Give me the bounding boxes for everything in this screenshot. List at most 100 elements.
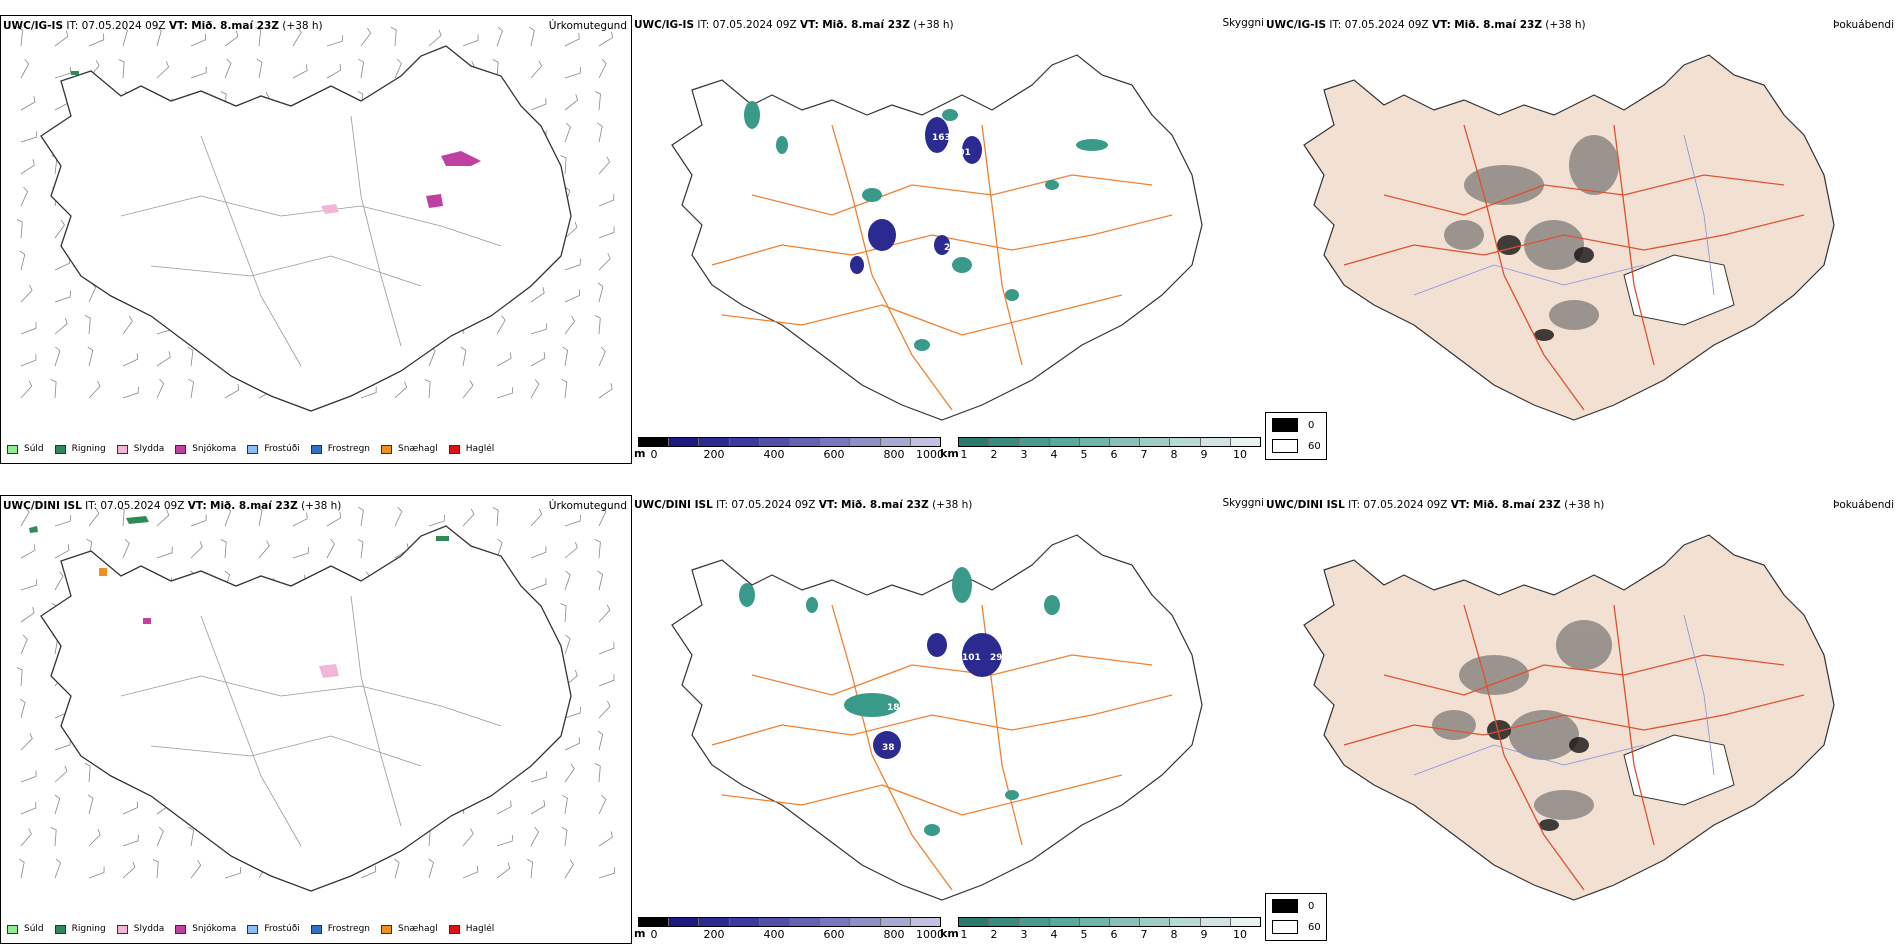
- wind-barb: [496, 315, 506, 335]
- fog-legend-item: 60: [1272, 920, 1321, 934]
- wind-barb: [292, 64, 308, 79]
- iceland-map-wind-barbs-bottom: [16, 506, 616, 892]
- wind-barb: [560, 155, 567, 175]
- wind-barb: [598, 31, 614, 47]
- wind-barb: [224, 867, 242, 879]
- wind-barb: [156, 351, 171, 367]
- wind-barb: [462, 34, 479, 47]
- colorbar-cells: [638, 437, 941, 447]
- wind-barb: [156, 378, 165, 399]
- wind-barb: [156, 26, 162, 47]
- wind-barb: [224, 506, 232, 527]
- wind-barb: [496, 862, 511, 879]
- wind-barb: [562, 794, 568, 815]
- wind-barb: [390, 27, 397, 47]
- wind-barb: [598, 794, 607, 815]
- wind-barb: [394, 381, 408, 399]
- wind-barb: [428, 514, 445, 527]
- wind-barb: [188, 378, 194, 399]
- wind-barb: [54, 290, 71, 303]
- wind-barb: [118, 507, 125, 527]
- legend-item: Snæhagl: [381, 924, 438, 934]
- legend-item: Súld: [7, 444, 44, 454]
- wind-barb: [20, 322, 37, 335]
- wind-barb: [564, 315, 576, 335]
- wind-barb: [598, 604, 611, 623]
- wind-barb: [394, 58, 402, 79]
- panel-title: Úrkomutegund: [548, 500, 627, 512]
- visibility-colorbar: 1 2 3 4 5 6 7 8 9 10: [958, 917, 1261, 941]
- precip-type-panel-top: UWC/IG-IS IT: 07.05.2024 09Z VT: Mið. 8.…: [0, 15, 632, 464]
- wind-barb: [50, 379, 57, 399]
- wind-barb: [462, 508, 475, 527]
- wind-barb: [156, 61, 170, 79]
- wind-barb: [122, 26, 128, 47]
- legend-item: Snjókoma: [175, 924, 236, 934]
- panel-title: Þokuábendi: [1833, 499, 1894, 511]
- wind-barb: [462, 865, 479, 879]
- wind-barb: [598, 700, 611, 719]
- ceiling-label: 101: [962, 653, 981, 663]
- wind-barb: [187, 346, 194, 367]
- wind-barb: [20, 186, 29, 207]
- legend-item: Súld: [7, 924, 44, 934]
- wind-barb: [496, 800, 512, 815]
- wind-barb: [20, 131, 38, 143]
- wind-barb: [564, 570, 571, 591]
- wind-barb: [562, 346, 569, 367]
- wind-barb: [597, 282, 604, 303]
- wind-barb: [190, 33, 207, 47]
- wind-barb: [560, 603, 567, 623]
- legend-item: Rigning: [54, 444, 106, 454]
- wind-barb: [594, 539, 601, 559]
- wind-barb: [256, 58, 263, 79]
- ceiling-unit: m: [634, 927, 646, 940]
- ceiling-label: 24: [944, 243, 957, 253]
- wind-barb: [20, 579, 38, 591]
- wind-barb: [597, 730, 604, 751]
- visibility-unit: km: [940, 927, 959, 940]
- ceiling-label: 189: [887, 703, 906, 713]
- visibility-unit: km: [940, 447, 959, 460]
- wind-barb: [19, 698, 26, 719]
- wind-barb: [496, 352, 512, 367]
- wind-barb: [292, 512, 308, 527]
- wind-barb: [527, 859, 534, 879]
- wind-barb: [428, 29, 442, 47]
- run-info-header: UWC/IG-IS IT: 07.05.2024 09Z VT: Mið. 8.…: [1266, 19, 1586, 31]
- legend-item: Frostregn: [310, 924, 370, 934]
- panel-title: Úrkomutegund: [548, 20, 627, 32]
- wind-barb: [20, 354, 37, 367]
- wind-barb: [530, 323, 548, 335]
- wind-barb: [598, 194, 615, 207]
- legend-item: Snæhagl: [381, 444, 438, 454]
- wind-barb: [54, 515, 72, 527]
- iceland-map-cloud-bottom: 189 38 101 29: [671, 534, 1203, 901]
- wind-barb: [564, 763, 575, 783]
- wind-barb: [122, 801, 139, 815]
- legend-item: Snjókoma: [175, 444, 236, 454]
- iceland-map-fog-top: [1303, 54, 1835, 421]
- wind-barb: [492, 507, 499, 527]
- legend-item: Slydda: [116, 924, 164, 934]
- ceiling-colorbar: 0 200 400 600 800 1000: [638, 917, 944, 941]
- wind-barb: [255, 26, 262, 47]
- wind-barb: [530, 508, 543, 527]
- wind-barb: [530, 60, 543, 79]
- wind-barb: [360, 386, 377, 399]
- wind-barb: [530, 352, 546, 367]
- wind-barb: [152, 859, 159, 879]
- wind-barb: [598, 156, 611, 175]
- run-info-header: UWC/DINI ISL IT: 07.05.2024 09Z VT: Mið.…: [1266, 499, 1605, 511]
- ceiling-unit: m: [634, 447, 646, 460]
- wind-barb: [424, 379, 431, 399]
- wind-barb: [20, 96, 36, 111]
- wind-barb: [530, 287, 545, 303]
- legend-item: Frostúði: [247, 924, 300, 934]
- run-info-header: UWC/IG-IS IT: 07.05.2024 09Z VT: Mið. 8.…: [634, 19, 954, 31]
- legend-item: Frostúði: [247, 444, 300, 454]
- colorbar-cells: [958, 917, 1261, 927]
- wind-barb: [496, 835, 513, 847]
- wind-barb: [598, 674, 615, 687]
- wind-barb: [564, 737, 580, 751]
